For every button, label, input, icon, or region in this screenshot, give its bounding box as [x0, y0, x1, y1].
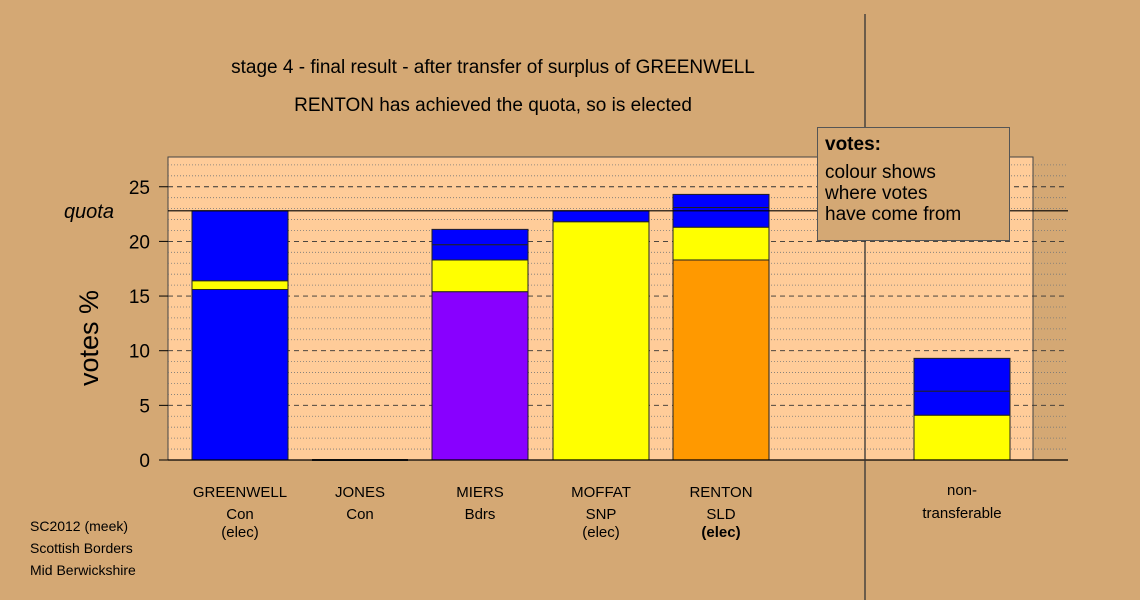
source-line-2: Scottish Borders — [30, 540, 133, 556]
nontransferable-label-2: transferable — [922, 505, 1001, 522]
nontransferable-label-1: non- — [947, 482, 977, 499]
bar-moffat-segment — [552, 210, 650, 223]
category-party: Con — [346, 506, 374, 523]
y-tick-label: 0 — [139, 451, 150, 472]
bar-miers-segment — [431, 259, 529, 293]
legend-line-3: have come from — [825, 204, 962, 225]
y-tick-label: 10 — [129, 342, 150, 363]
y-tick-label: 5 — [139, 396, 150, 417]
y-axis-label: votes % — [74, 290, 104, 386]
legend: votes: colour shows where votes have com… — [817, 127, 1010, 241]
bar-greenwell-segment — [191, 280, 289, 290]
chart-subtitle: RENTON has achieved the quota, so is ele… — [294, 95, 692, 116]
y-tick-label: 20 — [129, 232, 150, 253]
bar-renton-segment — [672, 259, 770, 461]
y-tick-label: 15 — [129, 287, 150, 308]
category-name: JONES — [335, 484, 385, 501]
legend-title: votes: — [825, 134, 881, 155]
category-status: (elec) — [701, 524, 740, 541]
bar-nontransferable-segment — [913, 414, 1011, 461]
category-party: SNP — [586, 506, 617, 523]
bar-miers-segment — [431, 291, 529, 461]
bar-nontransferable-segment — [913, 390, 1011, 416]
bar-greenwell-segment — [191, 210, 289, 282]
category-name: GREENWELL — [193, 484, 287, 501]
bar-nontransferable-segment — [913, 357, 1011, 392]
category-party: SLD — [706, 506, 735, 523]
category-party: Con — [226, 506, 254, 523]
bar-greenwell-segment — [191, 288, 289, 461]
source-line-3: Mid Berwickshire — [30, 562, 136, 578]
source-line-1: SC2012 (meek) — [30, 518, 129, 534]
category-status: (elec) — [582, 524, 620, 541]
category-status: (elec) — [221, 524, 259, 541]
bar-miers-segment — [431, 228, 529, 246]
legend-line-2: where votes — [825, 183, 928, 204]
category-name: RENTON — [689, 484, 752, 501]
category-name: MOFFAT — [571, 484, 631, 501]
chart-title: stage 4 - final result - after transfer … — [231, 57, 755, 78]
bar-miers-segment — [431, 244, 529, 261]
category-name: MIERS — [456, 484, 504, 501]
bar-renton-segment — [672, 193, 770, 209]
legend-line-1: colour shows — [825, 162, 936, 183]
bar-renton-segment — [672, 226, 770, 261]
quota-label: quota — [64, 201, 114, 223]
bar-moffat-segment — [552, 221, 650, 461]
category-party: Bdrs — [465, 506, 496, 523]
y-tick-label: 25 — [129, 178, 150, 199]
